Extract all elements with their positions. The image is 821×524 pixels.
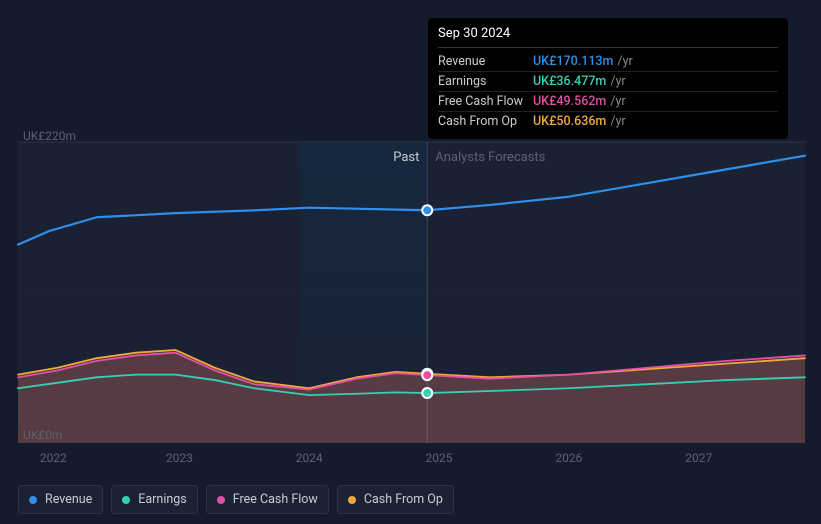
legend-item-free-cash-flow[interactable]: Free Cash Flow (206, 485, 329, 514)
x-axis-tick: 2023 (166, 451, 193, 465)
tooltip-row: EarningsUK£36.477m/yr (438, 72, 778, 92)
tooltip-metric-value: UK£49.562m (533, 94, 606, 109)
financial-forecast-chart: Sep 30 2024 RevenueUK£170.113m/yrEarning… (0, 0, 821, 524)
y-axis-min-label: UK£0m (23, 428, 63, 442)
chart-tooltip: Sep 30 2024 RevenueUK£170.113m/yrEarning… (428, 18, 788, 139)
x-axis-tick: 2025 (426, 451, 453, 465)
tooltip-metric-value: UK£50.636m (533, 114, 606, 129)
tooltip-metric-label: Cash From Op (438, 114, 533, 129)
legend-dot (29, 496, 37, 504)
legend-item-earnings[interactable]: Earnings (111, 485, 197, 514)
legend-item-cash-from-op[interactable]: Cash From Op (337, 485, 454, 514)
tooltip-metric-value: UK£36.477m (533, 74, 606, 89)
tooltip-metric-suffix: /yr (610, 114, 625, 129)
tooltip-metric-label: Free Cash Flow (438, 94, 533, 109)
tooltip-date: Sep 30 2024 (438, 26, 778, 48)
legend-dot (217, 496, 225, 504)
tooltip-row: Free Cash FlowUK£49.562m/yr (438, 92, 778, 112)
tooltip-metric-value: UK£170.113m (533, 54, 613, 69)
chart-legend: Revenue Earnings Free Cash Flow Cash From O… (18, 485, 454, 514)
legend-label: Earnings (138, 492, 186, 507)
x-axis-tick: 2027 (685, 451, 712, 465)
past-section-label: Past (393, 150, 419, 165)
y-axis-max-label: UK£220m (23, 129, 76, 143)
legend-label: Free Cash Flow (233, 492, 318, 507)
tooltip-metric-suffix: /yr (610, 94, 625, 109)
tooltip-row: Cash From OpUK£50.636m/yr (438, 112, 778, 131)
x-axis-tick: 2026 (555, 451, 582, 465)
legend-label: Cash From Op (364, 492, 443, 507)
x-axis-tick: 2024 (296, 451, 323, 465)
tooltip-row: RevenueUK£170.113m/yr (438, 52, 778, 72)
legend-label: Revenue (45, 492, 92, 507)
forecast-section-label: Analysts Forecasts (435, 150, 545, 165)
tooltip-metric-label: Earnings (438, 74, 533, 89)
tooltip-metric-label: Revenue (438, 54, 533, 69)
legend-dot (122, 496, 130, 504)
legend-item-revenue[interactable]: Revenue (18, 485, 103, 514)
x-axis-tick: 2022 (40, 451, 67, 465)
tooltip-metric-suffix: /yr (610, 74, 625, 89)
tooltip-metric-suffix: /yr (617, 54, 632, 69)
legend-dot (348, 496, 356, 504)
